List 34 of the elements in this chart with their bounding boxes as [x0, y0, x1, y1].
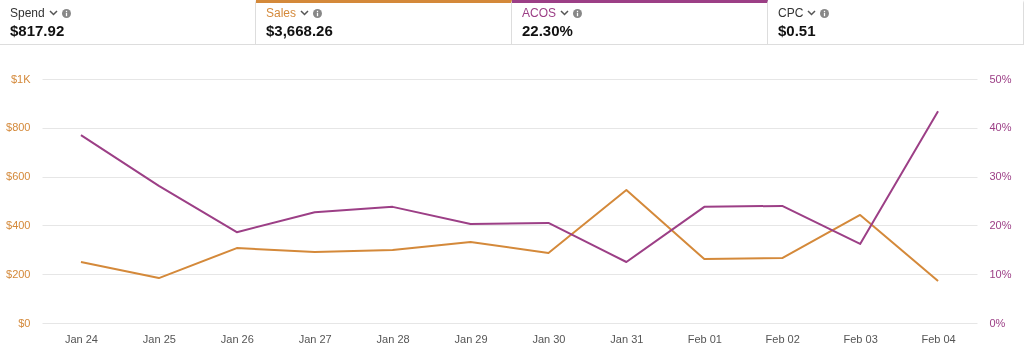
line-series: [79, 189, 940, 283]
x-tick-label: Jan 25: [142, 332, 176, 345]
y-tick-label: $1K: [10, 72, 32, 85]
x-tick-label: Jan 28: [376, 332, 410, 345]
line-series: [79, 110, 940, 263]
text: Spend: [10, 6, 45, 20]
text: $0.51: [778, 22, 817, 39]
y-tick-label: $600: [6, 170, 31, 183]
text: $3,668.26: [266, 22, 334, 39]
text: CPC: [778, 6, 804, 20]
y2-tick-label: 20%: [989, 218, 1012, 231]
y2-tick-label: 0%: [989, 316, 1006, 329]
y-tick-label: $200: [6, 267, 31, 280]
x-tick-label: Feb 02: [765, 332, 800, 345]
text: ACOS: [522, 6, 557, 20]
x-tick-label: Feb 03: [843, 332, 878, 345]
x-tick-label: Jan 30: [532, 332, 566, 345]
x-tick-label: Jan 29: [454, 332, 488, 345]
y2-tick-label: 30%: [989, 170, 1012, 183]
text: $817.92: [10, 22, 66, 39]
x-tick-label: Jan 31: [610, 332, 644, 345]
y-tick-label: $400: [6, 218, 31, 231]
y2-tick-label: 10%: [989, 267, 1012, 280]
text: Sales: [266, 6, 297, 20]
x-tick-label: Feb 01: [687, 332, 722, 345]
y2-tick-label: 50%: [989, 72, 1012, 85]
x-tick-label: Jan 24: [64, 332, 98, 345]
x-tick-label: Jan 26: [220, 332, 254, 345]
x-tick-label: Feb 04: [921, 332, 956, 345]
x-tick-label: Jan 27: [298, 332, 332, 345]
y2-tick-label: 40%: [989, 121, 1012, 134]
y-tick-label: $800: [6, 121, 31, 134]
text: 22.30%: [522, 22, 574, 39]
y-tick-label: $0: [18, 316, 31, 329]
